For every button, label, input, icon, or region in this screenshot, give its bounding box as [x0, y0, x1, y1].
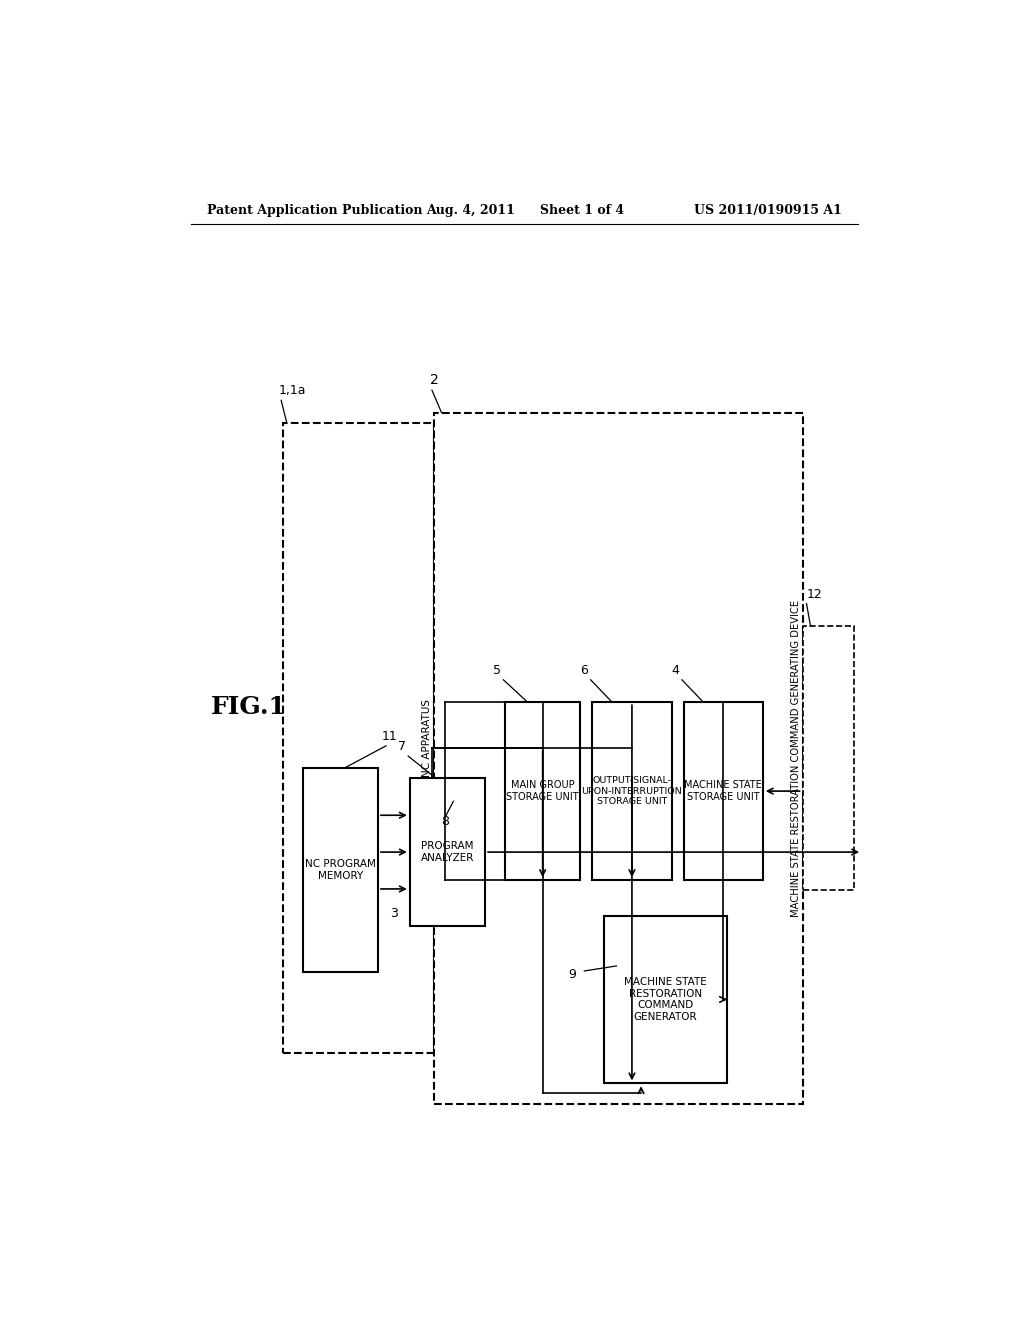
Text: US 2011/0190915 A1: US 2011/0190915 A1 — [694, 205, 842, 216]
Text: NC APPARATUS: NC APPARATUS — [422, 698, 432, 776]
Text: FIG.1: FIG.1 — [211, 696, 287, 719]
Bar — [303, 768, 378, 972]
Text: 11: 11 — [382, 730, 397, 743]
Text: 2: 2 — [430, 374, 438, 387]
Text: 6: 6 — [581, 664, 588, 677]
Text: MACHINE STATE RESTORATION COMMAND GENERATING DEVICE: MACHINE STATE RESTORATION COMMAND GENERA… — [792, 599, 801, 916]
Text: PROGRAM
ANALYZER: PROGRAM ANALYZER — [421, 841, 474, 863]
Text: 8: 8 — [441, 816, 450, 828]
Text: Aug. 4, 2011  Sheet 1 of 4: Aug. 4, 2011 Sheet 1 of 4 — [426, 205, 624, 216]
Text: 4: 4 — [672, 664, 680, 677]
Text: 1,1a: 1,1a — [279, 384, 306, 397]
Bar — [684, 702, 763, 880]
Text: Patent Application Publication: Patent Application Publication — [207, 205, 423, 216]
Text: 7: 7 — [397, 741, 406, 752]
Bar — [505, 702, 581, 880]
Bar — [433, 413, 803, 1104]
Text: MAIN GROUP
STORAGE UNIT: MAIN GROUP STORAGE UNIT — [506, 780, 579, 803]
Text: 5: 5 — [493, 664, 501, 677]
Text: OUTPUT-SIGNAL-
UPON-INTERRUPTION
STORAGE UNIT: OUTPUT-SIGNAL- UPON-INTERRUPTION STORAGE… — [582, 776, 682, 807]
Text: 12: 12 — [807, 587, 822, 601]
Bar — [410, 779, 485, 925]
Text: MACHINE STATE
RESTORATION
COMMAND
GENERATOR: MACHINE STATE RESTORATION COMMAND GENERA… — [625, 977, 707, 1022]
Bar — [803, 626, 854, 890]
Bar — [283, 422, 433, 1053]
Text: NC PROGRAM
MEMORY: NC PROGRAM MEMORY — [305, 859, 376, 880]
Text: 3: 3 — [390, 907, 397, 920]
Text: 9: 9 — [568, 968, 577, 981]
Bar — [604, 916, 727, 1084]
Bar — [592, 702, 672, 880]
Text: MACHINE STATE
STORAGE UNIT: MACHINE STATE STORAGE UNIT — [684, 780, 762, 803]
